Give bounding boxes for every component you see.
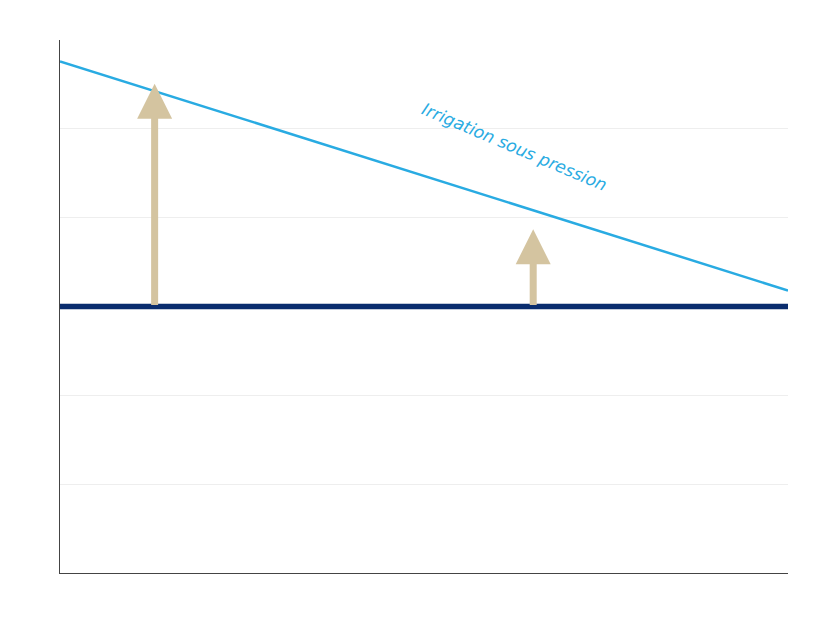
svg-text:Irrigation sous pression: Irrigation sous pression [419, 99, 610, 195]
